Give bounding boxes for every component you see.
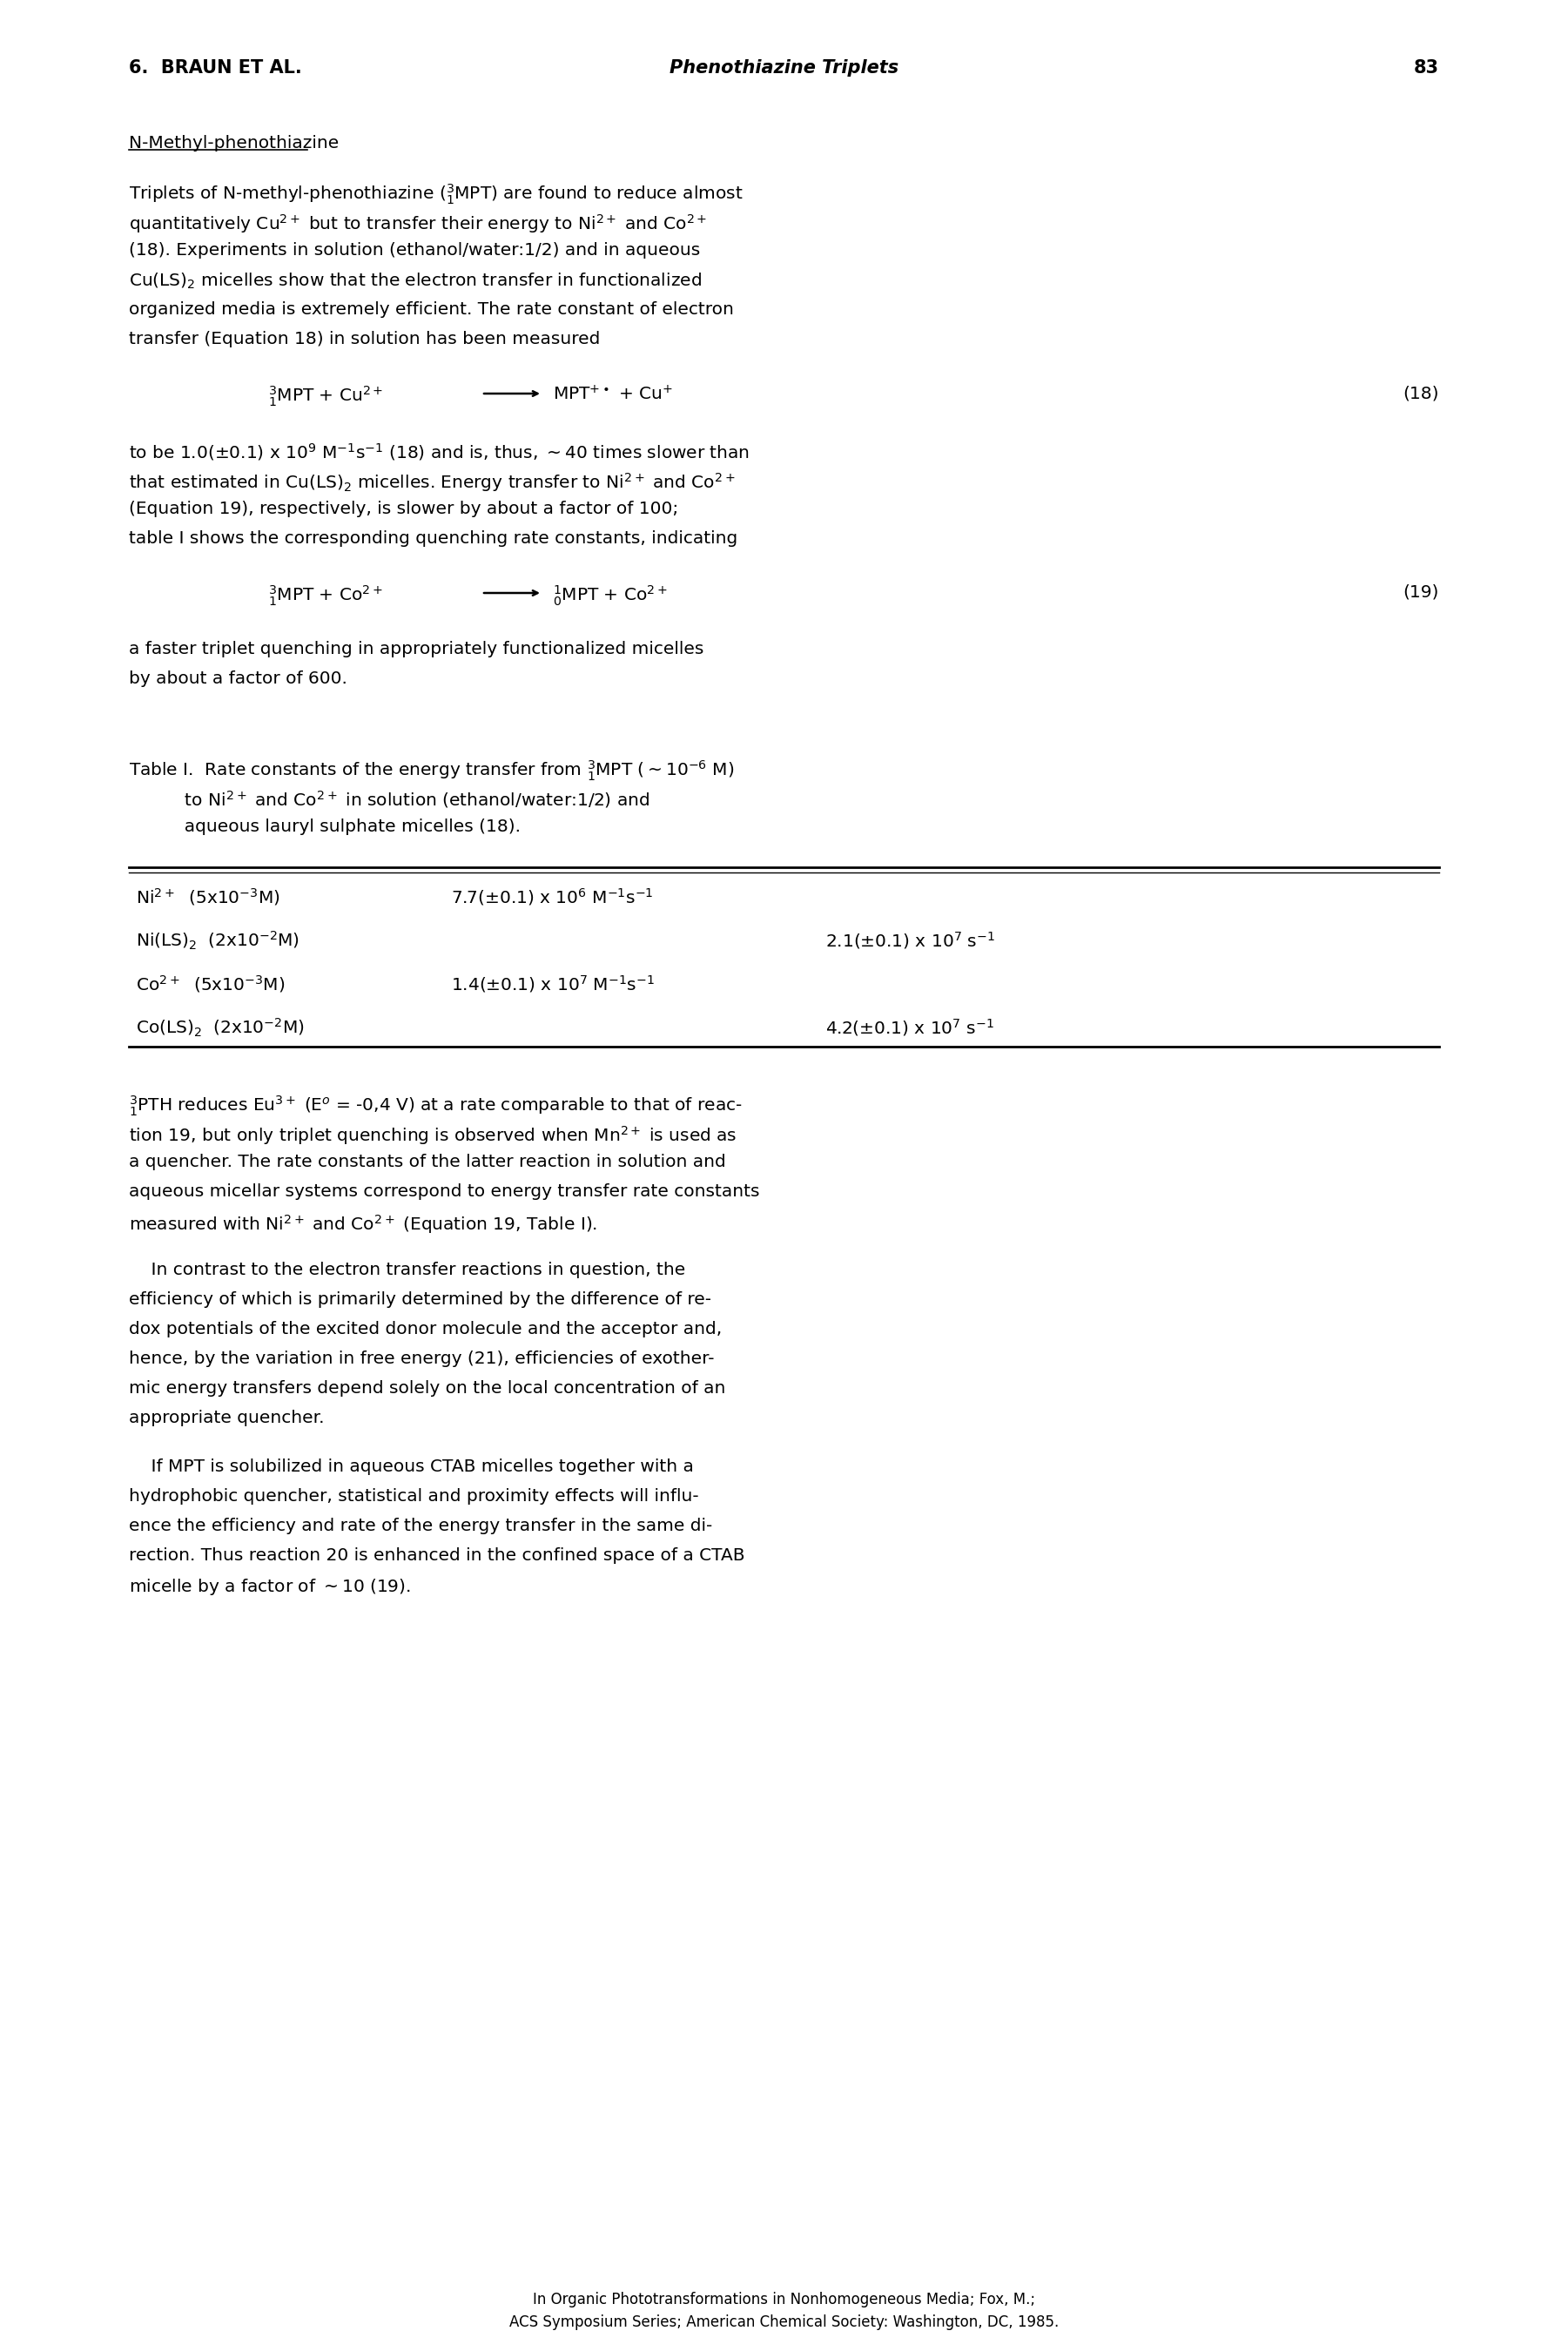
Text: that estimated in Cu(LS)$_2$ micelles. Energy transfer to Ni$^{2+}$ and Co$^{2+}: that estimated in Cu(LS)$_2$ micelles. E… [129, 470, 735, 494]
Text: aqueous micellar systems correspond to energy transfer rate constants: aqueous micellar systems correspond to e… [129, 1183, 759, 1199]
Text: hence, by the variation in free energy (21), efficiencies of exother-: hence, by the variation in free energy (… [129, 1349, 715, 1366]
Text: Ni$^{2+}$  (5x10$^{-3}$M): Ni$^{2+}$ (5x10$^{-3}$M) [136, 886, 281, 907]
Text: 6.  BRAUN ET AL.: 6. BRAUN ET AL. [129, 59, 303, 78]
Text: 2.1($\pm$0.1) x 10$^{7}$ s$^{-1}$: 2.1($\pm$0.1) x 10$^{7}$ s$^{-1}$ [825, 931, 996, 950]
Text: a quencher. The rate constants of the latter reaction in solution and: a quencher. The rate constants of the la… [129, 1154, 726, 1171]
Text: appropriate quencher.: appropriate quencher. [129, 1411, 325, 1427]
Text: In Organic Phototransformations in Nonhomogeneous Media; Fox, M.;: In Organic Phototransformations in Nonho… [533, 2292, 1035, 2306]
Text: measured with Ni$^{2+}$ and Co$^{2+}$ (Equation 19, Table I).: measured with Ni$^{2+}$ and Co$^{2+}$ (E… [129, 1213, 597, 1237]
Text: If MPT is solubilized in aqueous CTAB micelles together with a: If MPT is solubilized in aqueous CTAB mi… [129, 1458, 693, 1474]
Text: Co$^{2+}$  (5x10$^{-3}$M): Co$^{2+}$ (5x10$^{-3}$M) [136, 973, 285, 994]
Text: to be 1.0($\pm$0.1) x 10$^{9}$ M$^{-1}$s$^{-1}$ (18) and is, thus, $\sim$40 time: to be 1.0($\pm$0.1) x 10$^{9}$ M$^{-1}$s… [129, 442, 750, 463]
Text: ACS Symposium Series; American Chemical Society: Washington, DC, 1985.: ACS Symposium Series; American Chemical … [510, 2313, 1058, 2330]
Text: to Ni$^{2+}$ and Co$^{2+}$ in solution (ethanol/water:1/2) and: to Ni$^{2+}$ and Co$^{2+}$ in solution (… [129, 790, 649, 809]
Text: transfer (Equation 18) in solution has been measured: transfer (Equation 18) in solution has b… [129, 331, 601, 348]
Text: efficiency of which is primarily determined by the difference of re-: efficiency of which is primarily determi… [129, 1291, 712, 1307]
Text: Triplets of N-methyl-phenothiazine ($^{3}_{1}$MPT) are found to reduce almost: Triplets of N-methyl-phenothiazine ($^{3… [129, 183, 743, 207]
Text: 4.2($\pm$0.1) x 10$^{7}$ s$^{-1}$: 4.2($\pm$0.1) x 10$^{7}$ s$^{-1}$ [825, 1018, 994, 1037]
Text: Phenothiazine Triplets: Phenothiazine Triplets [670, 59, 898, 78]
Text: Co(LS)$_2$  (2x10$^{-2}$M): Co(LS)$_2$ (2x10$^{-2}$M) [136, 1018, 304, 1039]
Text: by about a factor of 600.: by about a factor of 600. [129, 670, 347, 686]
Text: 83: 83 [1414, 59, 1439, 78]
Text: $^{3}_{1}$MPT + Co$^{2+}$: $^{3}_{1}$MPT + Co$^{2+}$ [268, 585, 383, 609]
Text: Table I.  Rate constants of the energy transfer from $^{3}_{1}$MPT ($\sim$10$^{-: Table I. Rate constants of the energy tr… [129, 759, 734, 783]
Text: aqueous lauryl sulphate micelles (18).: aqueous lauryl sulphate micelles (18). [129, 818, 521, 835]
Text: ence the efficiency and rate of the energy transfer in the same di-: ence the efficiency and rate of the ener… [129, 1519, 712, 1535]
Text: (18): (18) [1403, 386, 1439, 402]
Text: organized media is extremely efficient. The rate constant of electron: organized media is extremely efficient. … [129, 301, 734, 317]
Text: 7.7($\pm$0.1) x 10$^{6}$ M$^{-1}$s$^{-1}$: 7.7($\pm$0.1) x 10$^{6}$ M$^{-1}$s$^{-1}… [452, 886, 654, 907]
Text: rection. Thus reaction 20 is enhanced in the confined space of a CTAB: rection. Thus reaction 20 is enhanced in… [129, 1547, 745, 1563]
Text: Ni(LS)$_2$  (2x10$^{-2}$M): Ni(LS)$_2$ (2x10$^{-2}$M) [136, 931, 299, 952]
Text: 1.4($\pm$0.1) x 10$^{7}$ M$^{-1}$s$^{-1}$: 1.4($\pm$0.1) x 10$^{7}$ M$^{-1}$s$^{-1}… [452, 973, 655, 994]
Text: N-Methyl-phenothiazine: N-Methyl-phenothiazine [129, 134, 339, 150]
Text: mic energy transfers depend solely on the local concentration of an: mic energy transfers depend solely on th… [129, 1380, 726, 1396]
Text: quantitatively Cu$^{2+}$ but to transfer their energy to Ni$^{2+}$ and Co$^{2+}$: quantitatively Cu$^{2+}$ but to transfer… [129, 212, 707, 235]
Text: $^{3}_{1}$MPT + Cu$^{2+}$: $^{3}_{1}$MPT + Cu$^{2+}$ [268, 386, 383, 409]
Text: hydrophobic quencher, statistical and proximity effects will influ-: hydrophobic quencher, statistical and pr… [129, 1488, 699, 1505]
Text: (Equation 19), respectively, is slower by about a factor of 100;: (Equation 19), respectively, is slower b… [129, 501, 679, 517]
Text: dox potentials of the excited donor molecule and the acceptor and,: dox potentials of the excited donor mole… [129, 1321, 721, 1338]
Text: In contrast to the electron transfer reactions in question, the: In contrast to the electron transfer rea… [129, 1262, 685, 1279]
Text: MPT$^{+\bullet}$ + Cu$^{+}$: MPT$^{+\bullet}$ + Cu$^{+}$ [554, 386, 673, 404]
Text: micelle by a factor of $\sim$10 (19).: micelle by a factor of $\sim$10 (19). [129, 1578, 411, 1596]
Text: $^{3}_{1}$PTH reduces Eu$^{3+}$ (E$^{o}$ = -0,4 V) at a rate comparable to that : $^{3}_{1}$PTH reduces Eu$^{3+}$ (E$^{o}$… [129, 1096, 742, 1119]
Text: $^{1}_{0}$MPT + Co$^{2+}$: $^{1}_{0}$MPT + Co$^{2+}$ [554, 585, 668, 609]
Text: Cu(LS)$_2$ micelles show that the electron transfer in functionalized: Cu(LS)$_2$ micelles show that the electr… [129, 273, 702, 292]
Text: (18). Experiments in solution (ethanol/water:1/2) and in aqueous: (18). Experiments in solution (ethanol/w… [129, 242, 701, 259]
Text: (19): (19) [1403, 585, 1439, 602]
Text: a faster triplet quenching in appropriately functionalized micelles: a faster triplet quenching in appropriat… [129, 642, 704, 658]
Text: tion 19, but only triplet quenching is observed when Mn$^{2+}$ is used as: tion 19, but only triplet quenching is o… [129, 1124, 737, 1147]
Text: table I shows the corresponding quenching rate constants, indicating: table I shows the corresponding quenchin… [129, 531, 737, 548]
